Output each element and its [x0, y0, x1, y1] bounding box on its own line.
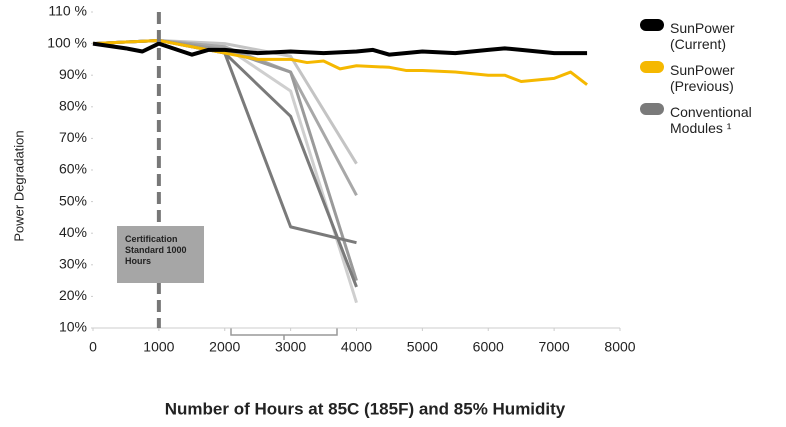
- x-tick-label: 0: [89, 339, 97, 355]
- legend-label: SunPower (Previous): [670, 62, 735, 94]
- y-tick-label: 20%: [59, 287, 87, 303]
- x-tick-label: 7000: [539, 339, 570, 355]
- x-tick-label: 4000: [341, 339, 372, 355]
- annotation-text-box: Certification Standard 1000 Hours: [125, 234, 187, 266]
- legend-marker: [640, 103, 664, 115]
- y-tick-label: 90%: [59, 66, 87, 82]
- y-tick-label: 50%: [59, 192, 87, 208]
- y-tick-label: 70%: [59, 129, 87, 145]
- y-tick-label: 10%: [59, 319, 87, 335]
- annotation-box: [117, 226, 204, 283]
- series-line: [92, 41, 588, 57]
- legend-label: SunPower (Current): [670, 20, 735, 52]
- legend-marker: [640, 61, 664, 73]
- series-line: [92, 38, 357, 245]
- y-tick-label: 100 %: [47, 34, 87, 50]
- legend-label-box: SunPower (Previous): [670, 62, 735, 94]
- legend-label: Conventional Modules ¹: [670, 104, 752, 136]
- y-tick-label: 40%: [59, 224, 87, 240]
- x-tick-label: 2000: [209, 339, 240, 355]
- x-tick-label: 3000: [275, 339, 306, 355]
- bracket: [230, 328, 338, 340]
- y-axis-title: Power Degradation: [11, 130, 26, 241]
- legend-marker: [640, 19, 664, 31]
- x-tick-label: 1000: [143, 339, 174, 355]
- annotation-text: Certification Standard 1000 Hours: [125, 234, 187, 266]
- y-tick-label: 60%: [59, 161, 87, 177]
- y-tick-label: 80%: [59, 98, 87, 114]
- y-tick-label: 30%: [59, 256, 87, 272]
- legend-label-box: SunPower (Current): [670, 20, 735, 52]
- x-tick-label: 6000: [473, 339, 504, 355]
- x-tick-label: 5000: [407, 339, 438, 355]
- series-line: [92, 38, 358, 165]
- y-tick-label: 110 %: [48, 3, 87, 19]
- legend-label-box: Conventional Modules ¹: [670, 104, 752, 136]
- x-axis-title: Number of Hours at 85C (185F) and 85% Hu…: [165, 399, 566, 418]
- series-line: [92, 38, 588, 86]
- x-tick-label: 8000: [604, 339, 635, 355]
